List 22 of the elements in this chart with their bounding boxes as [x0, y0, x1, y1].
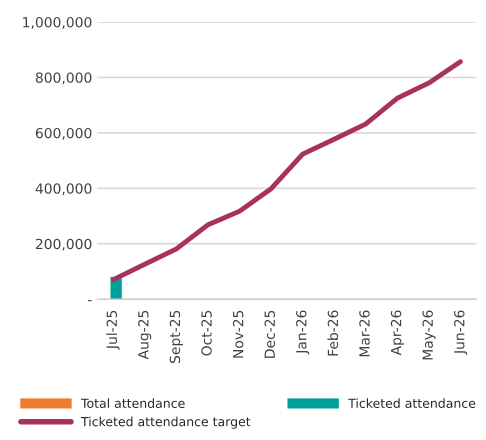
x-tick-label: Apr-26	[390, 310, 404, 356]
legend-label: Ticketed attendance target	[80, 416, 250, 429]
x-tick-label: Nov-25	[232, 310, 244, 358]
x-tick-label: Jun-26	[454, 310, 468, 355]
y-tick-label: 800,000	[36, 72, 92, 84]
y-tick-label: 1,000,000	[23, 16, 92, 29]
y-tick-label: -	[88, 300, 92, 302]
legend-label: Total attendance	[80, 398, 185, 408]
x-tick-label: Aug-25	[138, 310, 152, 360]
x-tick-label: Jul-25	[106, 310, 120, 350]
y-tick-label: 400,000	[36, 183, 92, 196]
x-tick-label: Dec-25	[264, 310, 275, 358]
x-tick-label: May-26	[422, 310, 436, 360]
x-tick-label: Oct-25	[201, 310, 212, 356]
legend-label: Ticketed attendance	[348, 398, 476, 408]
x-tick-label: Mar-26	[359, 310, 370, 356]
y-tick-label: 600,000	[36, 128, 92, 140]
x-tick-label: Feb-26	[327, 310, 338, 356]
line-series	[110, 59, 463, 282]
y-tick-label: 200,000	[36, 238, 92, 251]
x-tick-label: Sept-25	[170, 310, 183, 364]
x-tick-label: Jan-26	[296, 310, 310, 354]
